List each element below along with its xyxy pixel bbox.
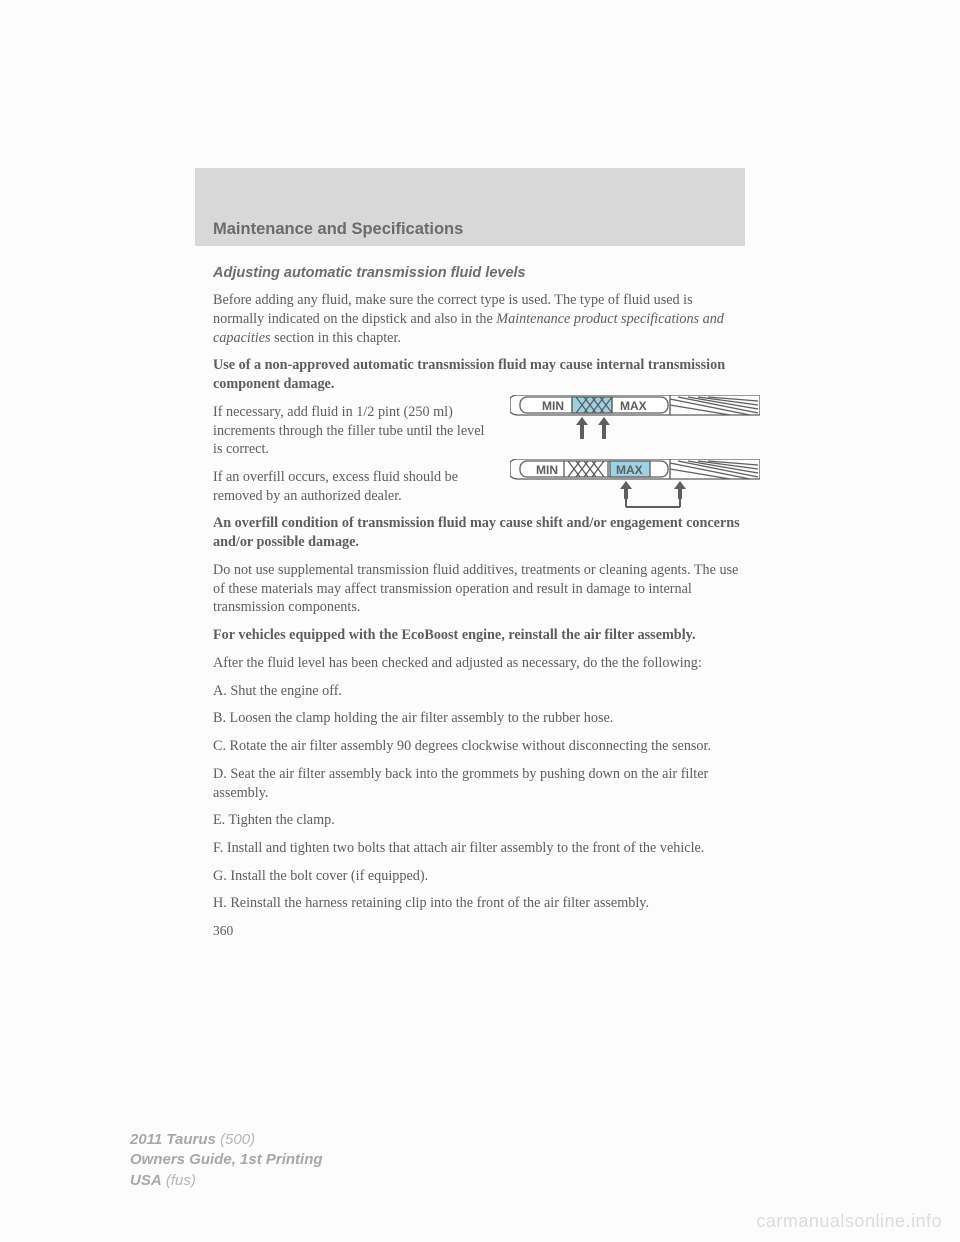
paragraph-intro: Before adding any fluid, make sure the c… — [213, 291, 745, 347]
footer-fus: (fus) — [166, 1172, 196, 1189]
ecoboost-note: For vehicles equipped with the EcoBoost … — [213, 626, 745, 645]
step-f: F. Install and tighten two bolts that at… — [213, 839, 745, 858]
page-number: 360 — [213, 922, 745, 940]
dipstick-overfill-range: MIN MAX — [510, 459, 760, 517]
step-h: H. Reinstall the harness retaining clip … — [213, 894, 745, 913]
footer-guide: Owners Guide, 1st Printing — [130, 1150, 323, 1170]
paragraph-overfill: If an overfill occurs, excess fluid shou… — [213, 468, 493, 505]
paragraph-additives: Do not use supplemental transmission flu… — [213, 561, 745, 617]
dipstick-diagrams: MIN MAX — [510, 395, 760, 523]
body-content: Adjusting automatic transmission fluid l… — [213, 264, 745, 940]
min-label: MIN — [542, 399, 564, 413]
paragraph-after-check: After the fluid level has been checked a… — [213, 654, 745, 673]
step-g: G. Install the bolt cover (if equipped). — [213, 867, 745, 886]
dipstick-correct-range: MIN MAX — [510, 395, 760, 453]
min-label-2: MIN — [536, 463, 558, 477]
p1c: section in this chapter. — [271, 330, 401, 346]
section-title: Maintenance and Specifications — [213, 220, 463, 239]
step-e: E. Tighten the clamp. — [213, 811, 745, 830]
watermark: carmanualsonline.info — [756, 1211, 942, 1232]
step-c: C. Rotate the air filter assembly 90 deg… — [213, 737, 745, 756]
max-label-2: MAX — [616, 463, 643, 477]
max-label: MAX — [620, 399, 647, 413]
footer-code: (500) — [220, 1131, 255, 1148]
footer-region: USA — [130, 1172, 162, 1189]
warning-non-approved: Use of a non-approved automatic transmis… — [213, 356, 745, 393]
step-b: B. Loosen the clamp holding the air filt… — [213, 709, 745, 728]
step-a: A. Shut the engine off. — [213, 682, 745, 701]
step-d: D. Seat the air filter assembly back int… — [213, 765, 745, 802]
footer: 2011 Taurus (500) Owners Guide, 1st Prin… — [130, 1130, 323, 1191]
footer-model: 2011 Taurus — [130, 1131, 216, 1148]
subheading: Adjusting automatic transmission fluid l… — [213, 264, 745, 283]
paragraph-add-fluid: If necessary, add fluid in 1/2 pint (250… — [213, 403, 493, 459]
